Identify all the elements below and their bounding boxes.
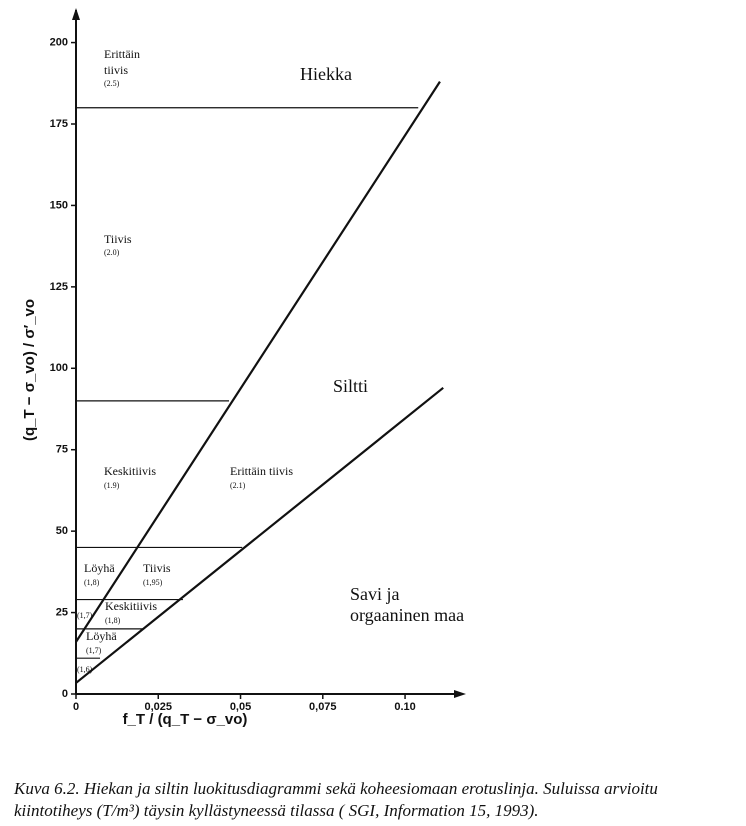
x-tick-label: 0,075 xyxy=(309,701,337,713)
region-label: Keskitiivis xyxy=(105,599,157,613)
region-label: (1,8) xyxy=(84,578,100,587)
boundary-line xyxy=(75,386,444,684)
y-tick-label: 50 xyxy=(56,525,68,537)
region-label: (1,8) xyxy=(105,616,121,625)
region-label: (1,7) xyxy=(77,611,93,620)
region-label: orgaaninen maa xyxy=(350,605,464,625)
region-label: (2.1) xyxy=(230,481,246,490)
region-label: Siltti xyxy=(333,376,368,396)
region-label: (2.5) xyxy=(104,79,120,88)
y-tick-label: 100 xyxy=(50,362,68,374)
region-label: tiivis xyxy=(104,63,128,77)
y-tick-label: 125 xyxy=(50,281,68,293)
y-tick-label: 150 xyxy=(50,199,68,211)
x-tick-label: 0,025 xyxy=(144,701,172,713)
x-tick-label: 0 xyxy=(73,701,79,713)
x-tick-label: 0,05 xyxy=(230,701,251,713)
region-label: Löyhä xyxy=(84,561,115,575)
region-label: (1,95) xyxy=(143,578,163,587)
y-tick-label: 175 xyxy=(50,118,68,130)
region-label: Löyhä xyxy=(86,629,117,643)
y-tick-label: 0 xyxy=(62,688,68,700)
y-tick-label: 200 xyxy=(50,36,68,48)
boundary-line xyxy=(75,81,441,643)
region-label: (1,7) xyxy=(86,646,102,655)
region-label: (2.0) xyxy=(104,248,120,257)
region-label: Tiivis xyxy=(143,561,171,575)
region-label: (1,6) xyxy=(77,665,93,674)
y-tick-label: 75 xyxy=(56,444,68,456)
region-label: Savi ja xyxy=(350,584,400,604)
region-label: Hiekka xyxy=(300,64,352,84)
region-label: Tiivis xyxy=(104,232,132,246)
region-label: (1.9) xyxy=(104,481,120,490)
caption: Kuva 6.2. Hiekan ja siltin luokitusdiagr… xyxy=(14,779,658,820)
x-axis-title: f_T / (q_T − σ_vo) xyxy=(123,711,248,728)
y-axis-title: (q_T − σ_vo) / σ′_vo xyxy=(21,299,38,441)
y-tick-label: 25 xyxy=(56,606,68,618)
region-label: Erittäin xyxy=(104,47,140,61)
x-tick-label: 0.10 xyxy=(394,701,415,713)
region-label: Keskitiivis xyxy=(104,464,156,478)
region-label: Erittäin tiivis xyxy=(230,464,293,478)
chart: f_T / (q_T − σ_vo) (q_T − σ_vo) / σ′_vo … xyxy=(21,8,466,728)
